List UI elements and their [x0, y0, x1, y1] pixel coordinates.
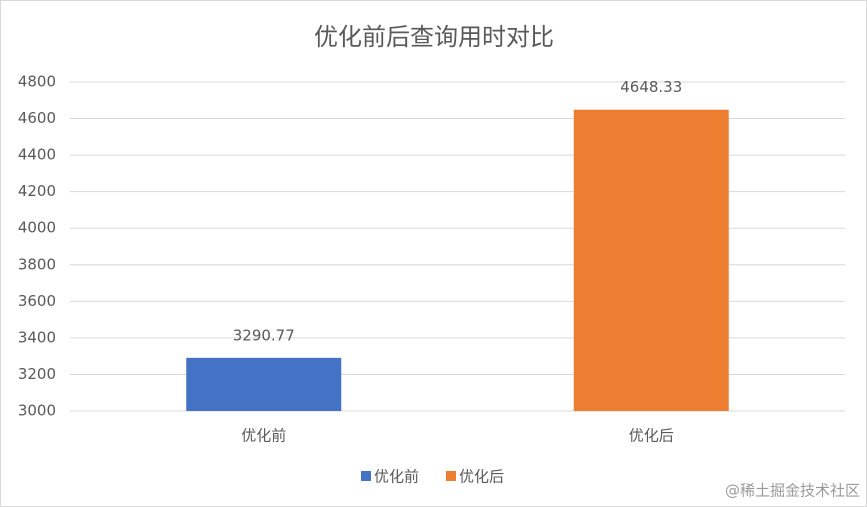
y-tick-label: 3800: [18, 255, 56, 273]
y-tick-label: 3200: [18, 365, 56, 383]
data-label: 4648.33: [620, 78, 682, 96]
bar: [573, 109, 729, 411]
y-tick-label: 4800: [18, 73, 56, 91]
y-tick-label: 4600: [18, 109, 56, 127]
x-tick-label: 优化前: [241, 427, 286, 445]
y-tick-label: 4400: [18, 146, 56, 164]
legend-swatch: [361, 471, 371, 481]
y-tick-label: 3600: [18, 292, 56, 310]
x-tick-label: 优化后: [629, 427, 674, 445]
legend-swatch: [446, 471, 456, 481]
legend-label: 优化前: [374, 468, 419, 486]
y-tick-label: 4200: [18, 182, 56, 200]
y-tick-label: 4000: [18, 219, 56, 237]
y-tick-label: 3400: [18, 328, 56, 346]
data-label: 3290.77: [233, 326, 295, 344]
y-tick-label: 3000: [18, 402, 56, 420]
bar: [186, 357, 342, 411]
watermark: @稀土掘金技术社区: [725, 482, 860, 500]
legend-label: 优化后: [459, 468, 504, 486]
chart-title: 优化前后查询用时对比: [314, 23, 554, 51]
